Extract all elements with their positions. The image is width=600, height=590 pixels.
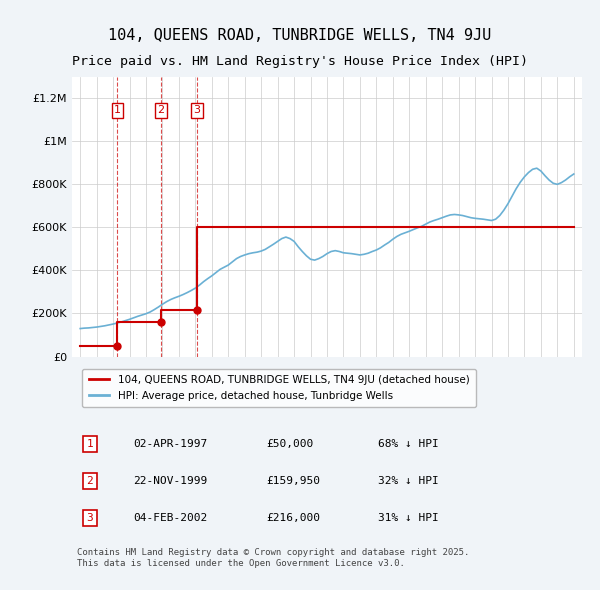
Text: Contains HM Land Registry data © Crown copyright and database right 2025.
This d: Contains HM Land Registry data © Crown c… bbox=[77, 548, 469, 568]
Text: 2: 2 bbox=[86, 476, 93, 486]
Text: 1: 1 bbox=[114, 105, 121, 115]
Text: 3: 3 bbox=[194, 105, 200, 115]
Text: 104, QUEENS ROAD, TUNBRIDGE WELLS, TN4 9JU: 104, QUEENS ROAD, TUNBRIDGE WELLS, TN4 9… bbox=[109, 28, 491, 43]
Legend: 104, QUEENS ROAD, TUNBRIDGE WELLS, TN4 9JU (detached house), HPI: Average price,: 104, QUEENS ROAD, TUNBRIDGE WELLS, TN4 9… bbox=[82, 369, 476, 407]
Text: 04-FEB-2002: 04-FEB-2002 bbox=[133, 513, 208, 523]
Text: £159,950: £159,950 bbox=[266, 476, 320, 486]
Text: 68% ↓ HPI: 68% ↓ HPI bbox=[378, 439, 439, 449]
Text: 31% ↓ HPI: 31% ↓ HPI bbox=[378, 513, 439, 523]
Text: £216,000: £216,000 bbox=[266, 513, 320, 523]
Text: 2: 2 bbox=[157, 105, 164, 115]
Text: 02-APR-1997: 02-APR-1997 bbox=[133, 439, 208, 449]
Text: 22-NOV-1999: 22-NOV-1999 bbox=[133, 476, 208, 486]
Text: Price paid vs. HM Land Registry's House Price Index (HPI): Price paid vs. HM Land Registry's House … bbox=[72, 55, 528, 68]
Text: £50,000: £50,000 bbox=[266, 439, 313, 449]
Text: 32% ↓ HPI: 32% ↓ HPI bbox=[378, 476, 439, 486]
Text: 1: 1 bbox=[86, 439, 93, 449]
Text: 3: 3 bbox=[86, 513, 93, 523]
